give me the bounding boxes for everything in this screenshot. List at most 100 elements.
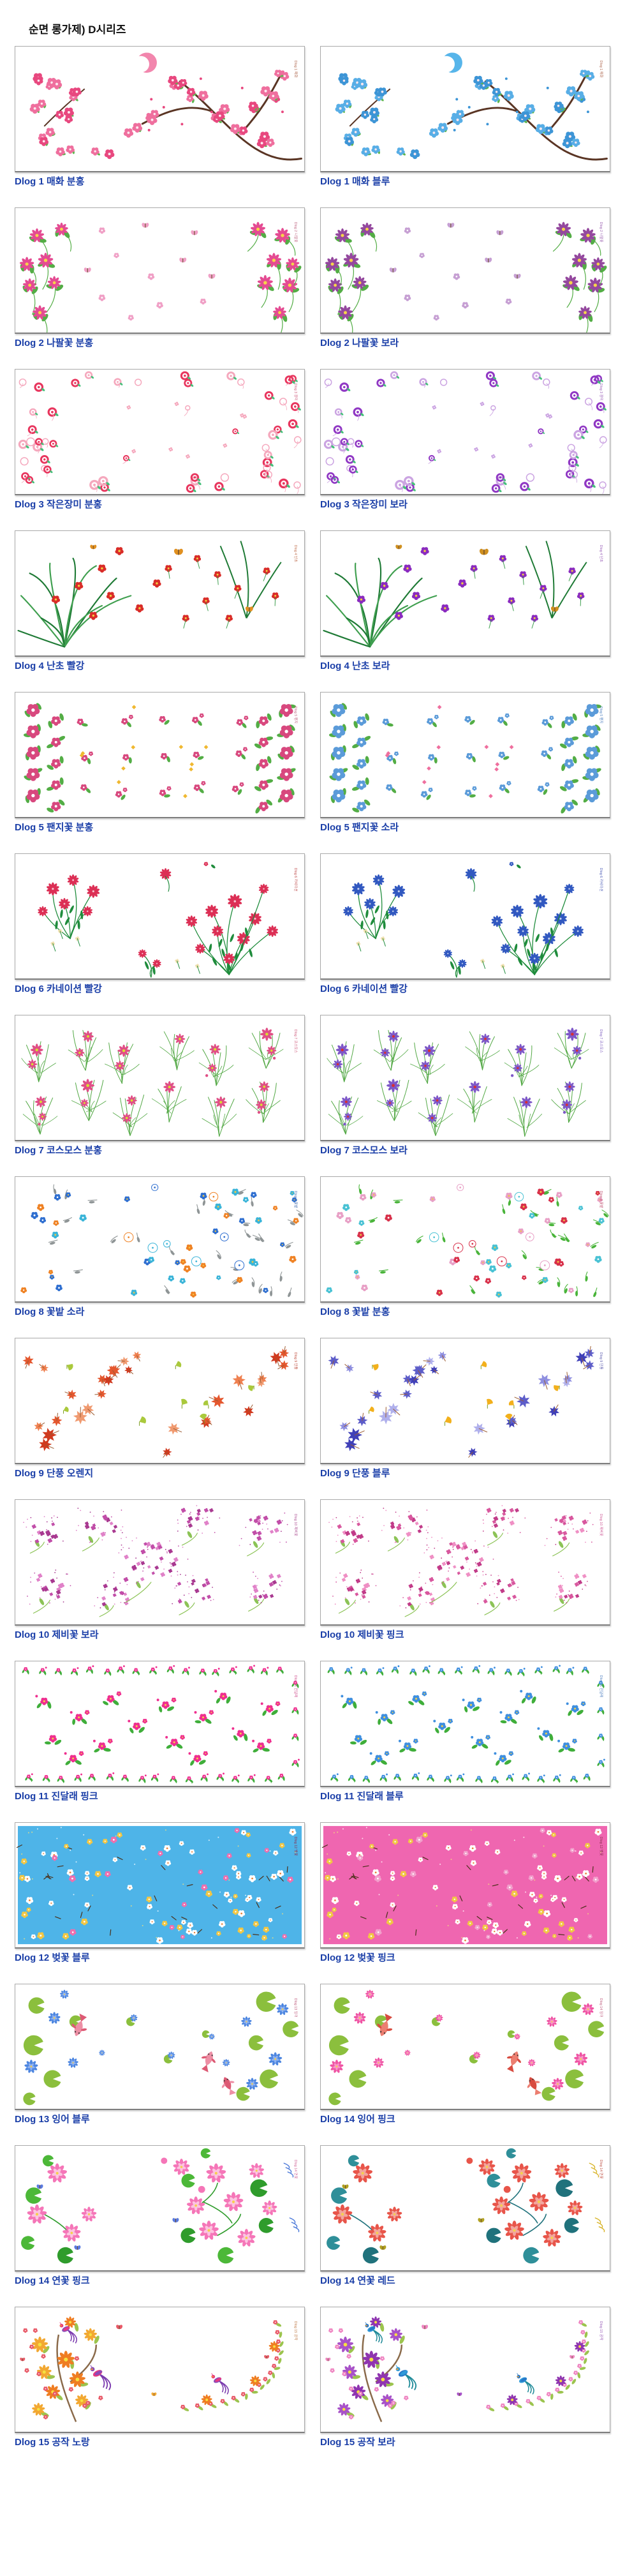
product-panel: Dlog 8 꽃밭 Dlog 8 꽃밭 분홍 [320,1176,610,1318]
design-art: Dlog 7 코스모스 [21,1028,298,1137]
towel-design-image[interactable]: Dlog 2 나팔꽃 [320,207,610,334]
product-row: Dlog 6 카네이션 Dlog 6 카네이션 빨강 Dlog 6 카네이션 Dlog… [0,853,625,995]
product-panel: Dlog 5 팬지 Dlog 5 팬지꽃 분홍 [15,692,305,834]
towel-design-image[interactable]: Dlog 1 매화 [15,46,305,172]
design-code-label: Dlog 6 카네이션 [599,868,604,892]
product-caption: Dlog 15 공작 보라 [320,2437,395,2448]
design-art: Dlog 13 잉어 [23,1989,299,2106]
towel-design-image[interactable]: Dlog 5 팬지 [15,692,305,818]
towel-design-image[interactable]: Dlog 1 매화 [320,46,610,172]
design-code-label: Dlog 13 잉어 [293,1998,298,2018]
product-caption: Dlog 6 카네이션 빨강 [320,984,408,994]
design-art: Dlog 14 연꽃 [327,2148,605,2264]
design-code-label: Dlog 14 연꽃 [293,2160,298,2179]
design-code-label: Dlog 15 공작 [599,2321,603,2340]
product-caption: Dlog 13 잉어 블루 [15,2114,90,2125]
towel-design-image[interactable]: Dlog 12 벚꽃 [320,1822,610,1949]
design-art: Dlog 15 공작 [325,2316,603,2422]
product-panel: Dlog 6 카네이션 Dlog 6 카네이션 빨강 [15,853,305,995]
product-caption: Dlog 3 작은장미 보라 [320,499,408,510]
product-caption: Dlog 9 단풍 오렌지 [15,1468,94,1479]
page-title: 순면 롱가제) D시리즈 [29,24,126,36]
towel-design-image[interactable]: Dlog 10 제비꽃 [15,1499,305,1626]
design-code-label: Dlog 4 난초 [293,545,298,562]
product-caption: Dlog 12 벚꽃 블루 [15,1952,90,1963]
towel-design-image[interactable]: Dlog 15 공작 [15,2307,305,2433]
product-panel: Dlog 14 잉어 Dlog 14 잉어 핑크 [320,1984,610,2125]
towel-design-image[interactable]: Dlog 8 꽃밭 [15,1176,305,1303]
product-row: Dlog 4 난초 Dlog 4 난초 빨강 Dlog 4 난초 Dlog 4 난초 … [0,530,625,672]
towel-design-image[interactable]: Dlog 6 카네이션 [320,853,610,980]
product-caption: Dlog 3 작은장미 분홍 [15,499,102,510]
towel-design-image[interactable]: Dlog 11 진달래 [320,1661,610,1787]
design-art: Dlog 8 꽃밭 [326,1183,609,1298]
towel-design-image[interactable]: Dlog 2 나팔꽃 [15,207,305,334]
towel-design-image[interactable]: Dlog 3 장미 [15,369,305,495]
product-panel: Dlog 12 벚꽃 Dlog 12 벚꽃 핑크 [320,1822,610,1964]
design-art: Dlog 12 벚꽃 [321,1825,608,1945]
product-row: Dlog 1 매화 Dlog 1 매화 분홍 Dlog 1 매화 Dlog 1 매화 … [0,46,625,188]
product-caption: Dlog 5 팬지꽃 소라 [320,822,399,833]
design-art: Dlog 4 난초 [323,541,604,648]
design-art: Dlog 10 제비꽃 [23,1505,298,1617]
product-row: Dlog 7 코스모스 Dlog 7 코스모스 분홍 Dlog 7 코스모스 Dlog… [0,1015,625,1157]
design-art: Dlog 6 카네이션 [343,862,604,978]
product-caption: Dlog 7 코스모스 분홍 [15,1145,102,1156]
design-code-label: Dlog 14 연꽃 [599,2160,604,2179]
towel-design-image[interactable]: Dlog 7 코스모스 [15,1015,305,1141]
towel-design-image[interactable]: Dlog 7 코스모스 [320,1015,610,1141]
product-row: Dlog 9 단풍 Dlog 9 단풍 오렌지 Dlog 9 단풍 Dlog 9 단풍… [0,1338,625,1479]
design-art: Dlog 11 진달래 [22,1665,300,1784]
product-panel: Dlog 2 나팔꽃 Dlog 2 나팔꽃 보라 [320,207,610,349]
towel-design-image[interactable]: Dlog 6 카네이션 [15,853,305,980]
towel-design-image[interactable]: Dlog 11 진달래 [15,1661,305,1787]
product-caption: Dlog 4 난초 보라 [320,661,390,671]
design-art: Dlog 15 공작 [20,2316,298,2422]
design-art: Dlog 7 코스모스 [327,1028,603,1137]
product-caption: Dlog 4 난초 빨강 [15,661,85,671]
towel-design-image[interactable]: Dlog 4 난초 [15,530,305,657]
towel-design-image[interactable]: Dlog 3 장미 [320,369,610,495]
product-caption: Dlog 12 벚꽃 핑크 [320,1952,395,1963]
towel-design-image[interactable]: Dlog 9 단풍 [320,1338,610,1464]
towel-design-image[interactable]: Dlog 5 팬지 [320,692,610,818]
design-art: Dlog 6 카네이션 [38,862,298,978]
towel-design-image[interactable]: Dlog 10 제비꽃 [320,1499,610,1626]
towel-design-image[interactable]: Dlog 13 잉어 [15,1984,305,2110]
towel-design-image[interactable]: Dlog 4 난초 [320,530,610,657]
product-caption: Dlog 10 제비꽃 보라 [15,1629,99,1640]
product-panel: Dlog 7 코스모스 Dlog 7 코스모스 보라 [320,1015,610,1157]
design-art: Dlog 1 매화 [29,52,302,161]
design-code-label: Dlog 5 팬지 [599,707,604,724]
towel-design-image[interactable]: Dlog 15 공작 [320,2307,610,2433]
towel-design-image[interactable]: Dlog 9 단풍 [15,1338,305,1464]
design-art: Dlog 1 매화 [335,52,608,161]
product-panel: Dlog 15 공작 Dlog 15 공작 노랑 [15,2307,305,2448]
product-row: Dlog 14 연꽃 Dlog 14 연꽃 핑크 Dlog 14 연꽃 Dlog 14… [0,2145,625,2287]
design-code-label: Dlog 6 카네이션 [293,868,298,892]
design-code-label: Dlog 8 꽃밭 [293,1191,298,1208]
design-art: Dlog 5 팬지 [23,703,298,814]
design-code-label: Dlog 1 매화 [293,61,298,78]
product-caption: Dlog 11 진달래 핑크 [15,1791,98,1802]
product-caption: Dlog 15 공작 노랑 [15,2437,90,2448]
design-code-label: Dlog 9 단풍 [293,1352,298,1370]
product-row: Dlog 8 꽃밭 Dlog 8 꽃밭 소라 Dlog 8 꽃밭 Dlog 8 꽃밭 … [0,1176,625,1318]
product-caption: Dlog 10 제비꽃 핑크 [320,1629,404,1640]
towel-design-image[interactable]: Dlog 14 연꽃 [320,2145,610,2272]
towel-design-image[interactable]: Dlog 8 꽃밭 [320,1176,610,1303]
product-row: Dlog 13 잉어 Dlog 13 잉어 블루 Dlog 14 잉어 Dlog 14… [0,1984,625,2125]
towel-design-image[interactable]: Dlog 14 잉어 [320,1984,610,2110]
towel-design-image[interactable]: Dlog 12 벚꽃 [15,1822,305,1949]
design-art: Dlog 14 연꽃 [21,2148,300,2264]
design-art: Dlog 5 팬지 [328,703,604,814]
design-code-label: Dlog 2 나팔꽃 [293,222,298,243]
design-code-label: Dlog 4 난초 [599,545,604,562]
design-art: Dlog 4 난초 [17,541,298,648]
towel-design-image[interactable]: Dlog 14 연꽃 [15,2145,305,2272]
product-panel: Dlog 5 팬지 Dlog 5 팬지꽃 소라 [320,692,610,834]
design-art: Dlog 14 잉어 [328,1989,605,2106]
product-caption: Dlog 6 카네이션 빨강 [15,984,102,994]
product-row: Dlog 12 벚꽃 Dlog 12 벚꽃 블루 Dlog 12 벚꽃 Dlog 12… [0,1822,625,1964]
product-panel: Dlog 15 공작 Dlog 15 공작 보라 [320,2307,610,2448]
